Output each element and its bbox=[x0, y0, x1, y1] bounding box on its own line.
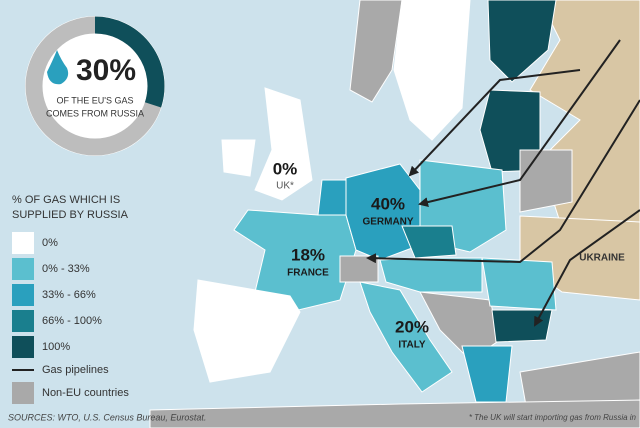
switzerland bbox=[339, 255, 379, 283]
donut-bg bbox=[25, 16, 165, 156]
legend-label: 0% bbox=[42, 237, 58, 249]
pipeline bbox=[408, 69, 581, 177]
label: UKRAINE bbox=[579, 253, 625, 264]
legend-label: 100% bbox=[42, 341, 70, 353]
pipeline bbox=[418, 39, 621, 207]
headline-text: COMES FROM RUSSIA bbox=[46, 108, 144, 118]
bulgaria bbox=[491, 309, 553, 343]
sources: SOURCES: WTO, U.S. Census Bureau, Eurost… bbox=[8, 412, 206, 422]
label: UK* bbox=[276, 181, 294, 192]
swatch bbox=[12, 336, 34, 358]
label: 18% bbox=[291, 245, 325, 264]
label: GERMANY bbox=[362, 217, 413, 228]
benelux bbox=[317, 179, 347, 216]
france bbox=[233, 209, 357, 313]
legend-label: 33% - 66% bbox=[42, 289, 96, 301]
legend-label: Gas pipelines bbox=[42, 364, 109, 376]
donut-arc bbox=[94, 16, 165, 108]
label: FRANCE bbox=[287, 268, 329, 279]
germany bbox=[345, 163, 421, 261]
finland bbox=[487, 0, 557, 83]
swatch bbox=[12, 382, 34, 404]
headline-text: OF THE EU'S GAS bbox=[56, 95, 133, 105]
country-labels: 0% UK* 40% GERMANY 18% FRANCE 20% ITALY … bbox=[273, 159, 625, 350]
label: 40% bbox=[371, 194, 405, 213]
headline-value: 30% bbox=[76, 54, 136, 87]
swatch bbox=[12, 258, 34, 280]
headline: 30% OF THE EU'S GAS COMES FROM RUSSIA bbox=[25, 16, 165, 156]
pipeline bbox=[366, 99, 640, 264]
italy bbox=[359, 281, 453, 393]
austria-hungary bbox=[379, 257, 483, 293]
uk bbox=[254, 87, 313, 201]
ireland bbox=[221, 139, 256, 177]
legend-title: % OF GAS WHICH IS bbox=[12, 194, 120, 206]
legend: % OF GAS WHICH IS SUPPLIED BY RUSSIA 0% … bbox=[12, 194, 129, 404]
flame-icon bbox=[47, 50, 69, 85]
legend-label: 66% - 100% bbox=[42, 315, 102, 327]
legend-title: SUPPLIED BY RUSSIA bbox=[12, 209, 129, 221]
pipelines bbox=[366, 39, 640, 327]
legend-label: Non-EU countries bbox=[42, 387, 129, 399]
belarus bbox=[519, 149, 573, 213]
legend-label: 0% - 33% bbox=[42, 263, 90, 275]
footnote: * The UK will start importing gas from R… bbox=[469, 413, 637, 422]
swatch bbox=[12, 310, 34, 332]
swatch bbox=[12, 284, 34, 306]
pipeline bbox=[534, 209, 640, 327]
swatch bbox=[12, 232, 34, 254]
label: 0% bbox=[273, 159, 298, 178]
norway bbox=[349, 0, 403, 103]
czechia bbox=[401, 225, 457, 259]
africa bbox=[149, 399, 640, 428]
sweden bbox=[393, 0, 471, 141]
label: 20% bbox=[395, 317, 429, 336]
label: ITALY bbox=[398, 340, 426, 351]
spain bbox=[193, 279, 301, 383]
romania bbox=[481, 257, 557, 311]
